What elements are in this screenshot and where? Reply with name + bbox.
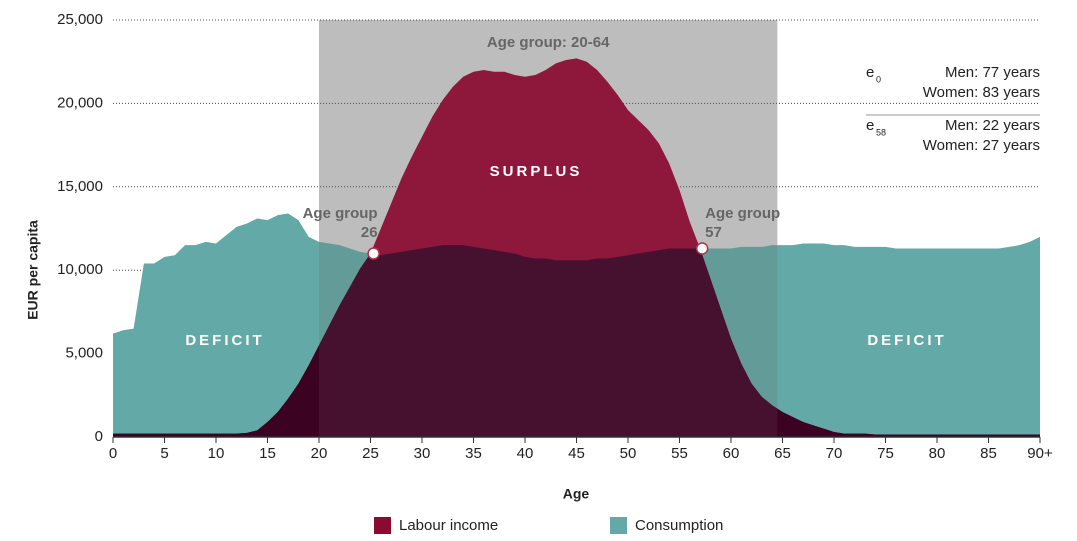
x-tick-label: 15 <box>259 445 276 462</box>
overlap-area <box>113 245 1040 437</box>
le-subscript: 0 <box>876 74 881 84</box>
x-tick-label: 80 <box>929 445 946 462</box>
x-tick-label: 40 <box>517 445 534 462</box>
x-tick-label: 65 <box>774 445 791 462</box>
x-tick-label: 0 <box>109 445 117 462</box>
le-symbol: e <box>866 64 874 81</box>
y-tick-label: 25,000 <box>57 11 103 28</box>
x-tick-label: 70 <box>826 445 843 462</box>
x-tick-label: 20 <box>311 445 328 462</box>
surplus-label: SURPLUS <box>490 163 583 180</box>
legend-swatch <box>610 517 627 534</box>
x-tick-label: 55 <box>671 445 688 462</box>
x-tick-label: 35 <box>465 445 482 462</box>
crossing-marker <box>367 247 380 260</box>
y-tick-label: 10,000 <box>57 261 103 278</box>
x-tick-label: 5 <box>160 445 168 462</box>
x-tick-label: 75 <box>877 445 894 462</box>
le-women: Women: 27 years <box>923 137 1040 154</box>
le-symbol: e <box>866 117 874 134</box>
x-tick-label: 60 <box>723 445 740 462</box>
deficit-label: DEFICIT <box>185 332 264 349</box>
y-tick-label: 5,000 <box>65 345 103 362</box>
le-men: Men: 22 years <box>945 117 1040 134</box>
legend-swatch <box>374 517 391 534</box>
legend-label: Consumption <box>635 517 723 534</box>
x-tick-label: 45 <box>568 445 585 462</box>
x-axis-label: Age <box>563 486 590 502</box>
crossing-label: Age group <box>303 205 378 222</box>
deficit-label: DEFICIT <box>867 332 946 349</box>
y-tick-label: 20,000 <box>57 94 103 111</box>
le-men: Men: 77 years <box>945 64 1040 81</box>
x-tick-label: 90+ <box>1027 445 1053 462</box>
crossing-age: 26 <box>361 224 378 241</box>
y-tick-label: 15,000 <box>57 178 103 195</box>
legend-label: Labour income <box>399 517 498 534</box>
y-tick-label: 0 <box>95 428 103 445</box>
x-tick-label: 25 <box>362 445 379 462</box>
x-tick-label: 85 <box>980 445 997 462</box>
x-tick-label: 50 <box>620 445 637 462</box>
x-tick-label: 30 <box>414 445 431 462</box>
le-subscript: 58 <box>876 127 886 137</box>
le-women: Women: 83 years <box>923 84 1040 101</box>
crossing-label: Age group <box>705 205 780 222</box>
shaded-band-overlay <box>319 20 778 437</box>
y-axis-label: EUR per capita <box>25 220 41 320</box>
x-tick-label: 10 <box>208 445 225 462</box>
crossing-marker <box>695 242 709 255</box>
crossing-age: 57 <box>705 224 722 241</box>
band-label: Age group: 20-64 <box>487 34 610 51</box>
